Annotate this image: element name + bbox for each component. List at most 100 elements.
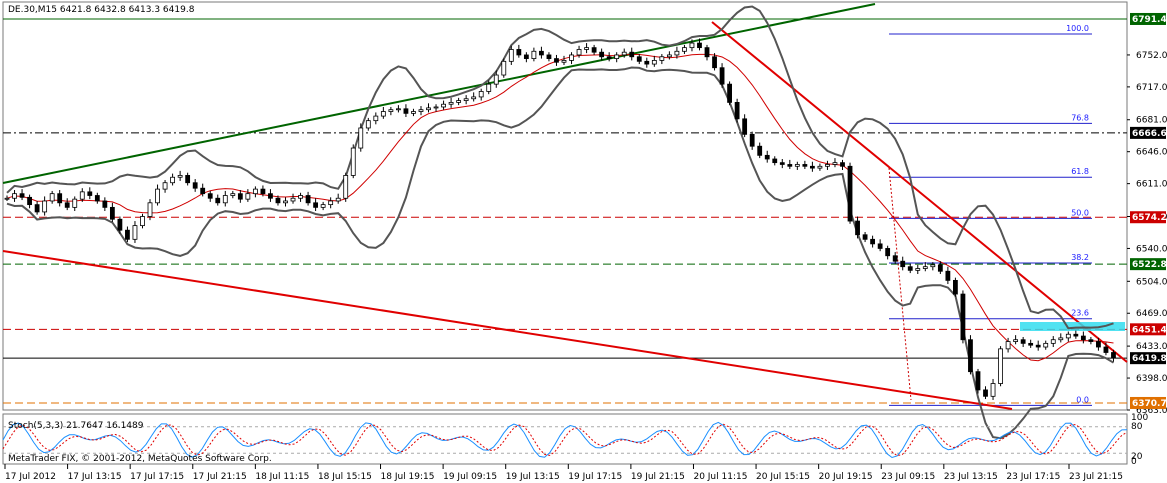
candle-body-97 — [734, 102, 740, 120]
candle-body-126 — [953, 279, 958, 295]
candle-body-98 — [742, 118, 748, 135]
candle-body-69 — [523, 54, 529, 59]
candle-body-7 — [57, 193, 63, 204]
candle-body-101 — [764, 154, 770, 160]
candle-body-142 — [1073, 333, 1079, 337]
x-tick-label-11: 20 Jul 11:15 — [693, 472, 747, 482]
candlesticks — [4, 38, 1116, 400]
x-tick-label-2: 17 Jul 17:15 — [130, 472, 184, 482]
fib-anchor-line — [888, 167, 912, 401]
candle-body-59 — [448, 102, 454, 105]
price-tag-bg-4 — [1130, 323, 1166, 336]
stoch-level-80: 80 — [1131, 422, 1143, 432]
stoch-signal-line — [2, 423, 1128, 457]
candle-body-68 — [516, 49, 522, 56]
candle-body-100 — [757, 145, 763, 156]
candle-body-70 — [531, 50, 537, 59]
candle-body-136 — [1028, 342, 1034, 346]
candle-body-94 — [712, 56, 717, 69]
candle-body-81 — [614, 54, 620, 59]
price-tag-label-1: 6666.6 — [1132, 129, 1167, 139]
candle-body-105 — [794, 164, 800, 167]
candle-body-95 — [719, 67, 725, 85]
candle-body-121 — [915, 268, 921, 271]
candle-body-132 — [998, 348, 1003, 384]
candle-body-21 — [162, 182, 168, 190]
resistance-zone — [1020, 322, 1125, 331]
candle-body-22 — [170, 176, 175, 184]
candle-body-116 — [877, 243, 883, 249]
candle-body-57 — [433, 106, 439, 109]
candle-body-77 — [584, 47, 589, 50]
stoch-level-20: 20 — [1131, 452, 1143, 462]
candle-body-86 — [651, 60, 657, 65]
price-tag-label-2: 6574.2 — [1132, 213, 1167, 223]
candle-body-38 — [290, 197, 296, 202]
y-tick-label-0: 6752.0 — [1136, 51, 1167, 61]
candle-body-53 — [403, 108, 409, 114]
y-tick-label-10: 6398.0 — [1136, 374, 1167, 384]
price-tag-bg-3 — [1130, 258, 1166, 271]
candle-body-138 — [1043, 342, 1049, 348]
candle-body-141 — [1065, 333, 1071, 339]
candle-body-29 — [222, 195, 228, 204]
candle-body-143 — [1080, 335, 1086, 341]
candle-body-52 — [396, 108, 401, 111]
candle-body-137 — [1035, 344, 1041, 348]
candle-body-110 — [832, 162, 838, 165]
fib-label-0: 100.0 — [1066, 24, 1089, 33]
candle-body-65 — [493, 74, 499, 85]
x-tick-label-8: 19 Jul 13:15 — [506, 472, 560, 482]
candle-body-117 — [885, 248, 891, 257]
candle-body-36 — [275, 197, 281, 204]
candle-body-33 — [252, 188, 258, 195]
chart-title: DE.30,M15 6421.8 6432.8 6413.3 6419.8 — [8, 5, 195, 15]
x-tick-label-4: 18 Jul 11:15 — [255, 472, 309, 482]
moving-average — [6, 53, 1114, 362]
candle-body-93 — [704, 47, 710, 58]
candle-body-144 — [1088, 339, 1094, 342]
candle-body-145 — [1096, 341, 1101, 348]
candle-body-123 — [930, 264, 936, 268]
candle-body-10 — [79, 191, 85, 200]
price-tag-bg-1 — [1130, 126, 1166, 139]
candle-body-35 — [268, 193, 273, 199]
candle-body-17 — [132, 225, 138, 240]
candle-body-88 — [666, 54, 672, 58]
stoch-plot-frame — [2, 413, 1128, 465]
candle-body-118 — [892, 255, 898, 262]
candle-body-14 — [109, 206, 115, 220]
candle-body-64 — [486, 83, 492, 92]
candle-body-26 — [200, 187, 206, 195]
candle-body-84 — [636, 56, 642, 62]
x-tick-label-10: 19 Jul 21:15 — [631, 472, 685, 482]
fib-label-5: 23.6 — [1071, 309, 1089, 318]
candle-body-12 — [94, 195, 100, 202]
price-tag-label-5: 6419.8 — [1132, 354, 1167, 364]
x-tick-label-14: 23 Jul 09:15 — [881, 472, 935, 482]
price-level-tags: 6791.4 6666.6 6574.2 6522.8 6451.4 6419.8 6370… — [1130, 12, 1167, 409]
candle-body-28 — [215, 197, 221, 204]
candle-body-108 — [817, 165, 823, 169]
candle-body-46 — [350, 147, 356, 176]
candle-body-32 — [245, 193, 251, 200]
x-tick-label-16: 23 Jul 17:15 — [1006, 472, 1060, 482]
y-tick-label-11: 6363.0 — [1136, 406, 1167, 416]
price-axis: 6752.06717.06681.06646.06611.06575.06540… — [1127, 51, 1167, 416]
candle-body-106 — [802, 164, 808, 167]
candle-body-27 — [207, 193, 213, 199]
candle-body-71 — [539, 50, 544, 56]
candle-body-131 — [990, 383, 996, 397]
candle-body-47 — [358, 127, 364, 149]
red-channel-trendline — [2, 250, 1013, 410]
candle-body-72 — [546, 54, 552, 59]
stoch-main-line — [2, 421, 1128, 459]
candle-body-120 — [907, 266, 913, 271]
fib-label-4: 38.2 — [1071, 253, 1089, 262]
candle-body-31 — [237, 193, 243, 200]
candle-body-80 — [606, 56, 612, 59]
price-tag-label-6: 6370.7 — [1132, 399, 1167, 409]
price-tag-label-3: 6522.8 — [1132, 260, 1167, 270]
